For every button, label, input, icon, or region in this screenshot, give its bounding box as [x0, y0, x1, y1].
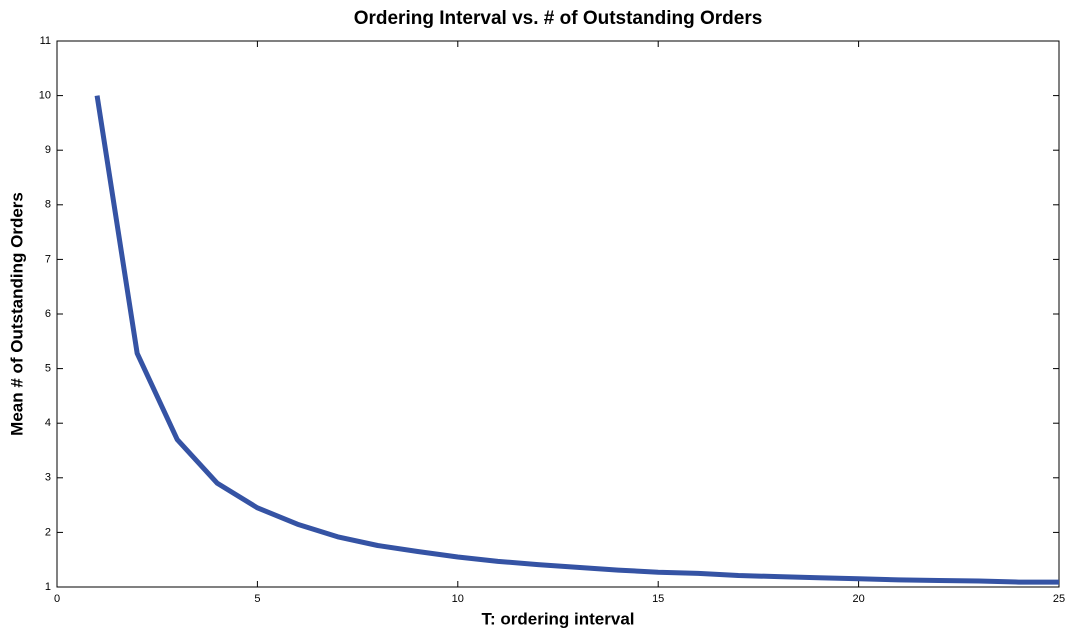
y-tick-label: 7	[45, 253, 51, 265]
chart-title: Ordering Interval vs. # of Outstanding O…	[354, 8, 763, 29]
x-tick-label: 5	[254, 593, 260, 605]
x-axis-label: T: ordering interval	[481, 609, 634, 628]
x-tick-label: 20	[852, 593, 864, 605]
y-tick-label: 3	[45, 472, 51, 484]
x-tick-label: 25	[1053, 593, 1065, 605]
x-tick-label: 10	[452, 593, 464, 605]
y-tick-label: 6	[45, 308, 51, 320]
y-tick-label: 5	[45, 363, 51, 375]
y-tick-label: 11	[40, 35, 51, 47]
x-tick-label: 0	[54, 593, 60, 605]
y-tick-label: 10	[39, 90, 51, 102]
y-tick-label: 9	[45, 144, 51, 156]
y-axis-label: Mean # of Outstanding Orders	[7, 192, 26, 436]
y-tick-label: 4	[45, 417, 51, 429]
x-tick-label: 15	[652, 593, 664, 605]
y-tick-label: 8	[45, 199, 51, 211]
y-tick-label: 1	[45, 581, 51, 593]
y-tick-label: 2	[45, 526, 51, 538]
data-line	[94, 95, 1059, 585]
